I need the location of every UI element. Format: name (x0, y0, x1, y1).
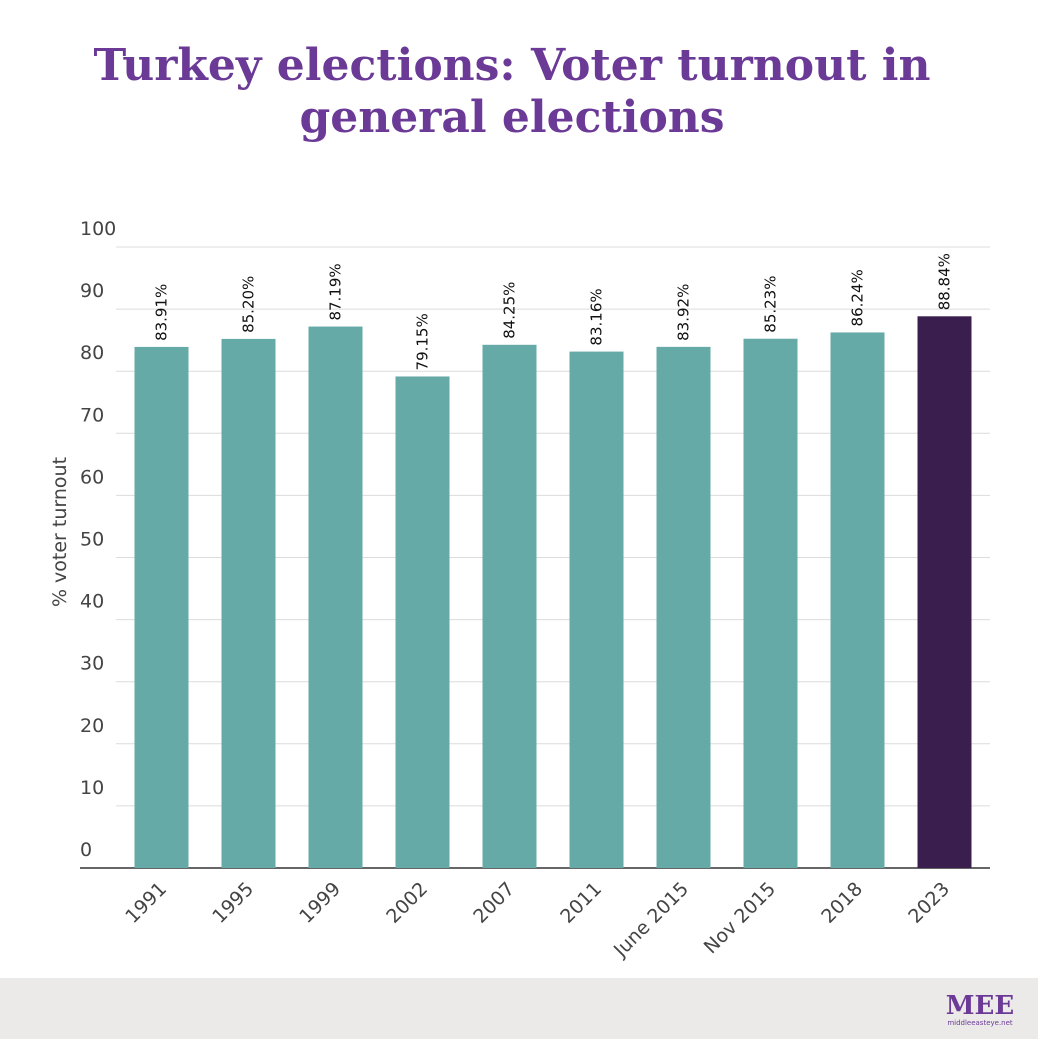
y-tick-label: 40 (80, 591, 104, 613)
y-tick-label: 90 (80, 280, 104, 302)
bar (395, 376, 450, 868)
y-tick-label: 100 (80, 218, 116, 240)
logo: MEE (946, 991, 1014, 1021)
bar (656, 346, 711, 868)
y-tick-label: 30 (80, 653, 104, 675)
value-label: 83.16% (588, 288, 606, 345)
bar (830, 332, 885, 868)
y-tick-label: 0 (80, 839, 92, 861)
y-axis-label: % voter turnout (49, 457, 71, 607)
y-tick-label: 80 (80, 342, 104, 364)
bar (917, 316, 972, 868)
bar (221, 338, 276, 869)
bar (134, 346, 189, 868)
bar (743, 338, 798, 869)
value-label: 83.91% (153, 284, 171, 341)
y-tick-label: 60 (80, 466, 104, 488)
site: middleeasteye.net (947, 1019, 1013, 1027)
y-tick-label: 10 (80, 777, 104, 799)
x-tick-label: 1999 (295, 878, 345, 928)
value-label: 87.19% (327, 263, 345, 320)
y-tick-label: 50 (80, 529, 104, 551)
chart-title: Turkey elections: Voter turnout in genera… (94, 40, 931, 143)
x-tick-label: 2011 (556, 878, 606, 928)
footer-band (0, 978, 1038, 1039)
value-label: 85.23% (762, 276, 780, 333)
x-tick-label: 2002 (382, 878, 432, 928)
x-tick-label: June 2015 (609, 878, 693, 962)
value-label: 79.15% (414, 313, 432, 370)
bar (482, 344, 537, 868)
x-tick-label: 2023 (904, 878, 954, 928)
value-label: 86.24% (849, 269, 867, 326)
x-tick-label: 1991 (121, 878, 171, 928)
value-label: 84.25% (501, 282, 519, 339)
x-tick-label: 2007 (469, 878, 519, 928)
value-label: 88.84% (936, 253, 954, 310)
bar (569, 351, 624, 868)
x-tick-label: Nov 2015 (700, 878, 780, 958)
y-tick-label: 70 (80, 404, 104, 426)
y-tick-label: 20 (80, 715, 104, 737)
bar (308, 326, 363, 868)
value-label: 85.20% (240, 276, 258, 333)
value-label: 83.92% (675, 284, 693, 341)
x-tick-label: 2018 (817, 878, 867, 928)
x-tick-label: 1995 (208, 878, 258, 928)
